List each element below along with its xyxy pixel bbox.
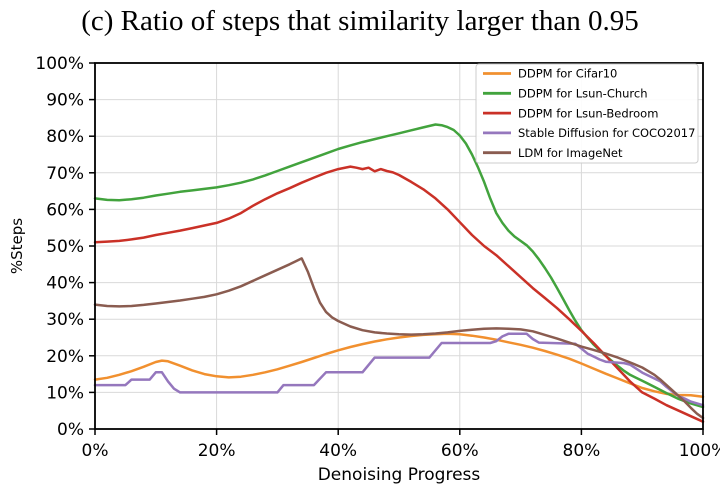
- chart-title: (c) Ratio of steps that similarity large…: [81, 5, 639, 37]
- legend-label-ldm-for-imagenet: LDM for ImageNet: [518, 146, 623, 160]
- grid: [95, 63, 703, 429]
- y-axis-label: %Steps: [8, 218, 26, 274]
- series-line-ddpm-for-lsun-church: [93, 123, 705, 409]
- x-tick-label: 60%: [441, 441, 479, 461]
- legend-label-ddpm-for-lsun-church: DDPM for Lsun-Church: [518, 87, 648, 101]
- x-tick-label: 20%: [198, 441, 236, 461]
- y-tick-label: 30%: [46, 310, 84, 330]
- y-tick-label: 60%: [46, 200, 84, 220]
- legend-label-ddpm-for-lsun-bedroom: DDPM for Lsun-Bedroom: [518, 106, 658, 120]
- y-tick-label: 70%: [46, 164, 84, 184]
- ticks: [89, 62, 704, 435]
- series-line-stable-diffusion-for-coco2017: [93, 332, 705, 407]
- x-tick-label: 100%: [679, 441, 720, 461]
- x-tick-label: 80%: [563, 441, 601, 461]
- series-line-ddpm-for-lsun-bedroom: [93, 165, 705, 423]
- y-tick-label: 80%: [46, 127, 84, 147]
- y-tick-label: 0%: [57, 420, 84, 440]
- y-tick-label: 20%: [46, 347, 84, 367]
- series-line-ddpm-for-cifar10: [93, 332, 705, 399]
- y-tick-label: 50%: [46, 237, 84, 257]
- legend: DDPM for Cifar10 DDPM for Lsun-Church DDPM…: [475, 63, 699, 164]
- y-tick-label: 90%: [46, 91, 84, 111]
- x-axis-label: Denoising Progress: [318, 465, 481, 485]
- y-tick-label: 40%: [46, 274, 84, 294]
- x-tick-label: 40%: [319, 441, 357, 461]
- series-line-ldm-for-imagenet: [93, 257, 705, 420]
- legend-label-stable-diffusion-for-coco2017: Stable Diffusion for COCO2017: [518, 126, 695, 140]
- x-tick-label: 0%: [82, 441, 109, 461]
- tick-labels: 0% 20% 40% 60% 80% 100% 0% 10% 20% 30% 40% 50% 60% 70…: [35, 54, 720, 461]
- legend-box: [475, 63, 699, 164]
- y-tick-label: 100%: [35, 54, 84, 74]
- y-tick-label: 10%: [46, 383, 84, 403]
- series-lines: [93, 123, 705, 423]
- legend-label-ddpm-for-cifar10: DDPM for Cifar10: [518, 67, 617, 81]
